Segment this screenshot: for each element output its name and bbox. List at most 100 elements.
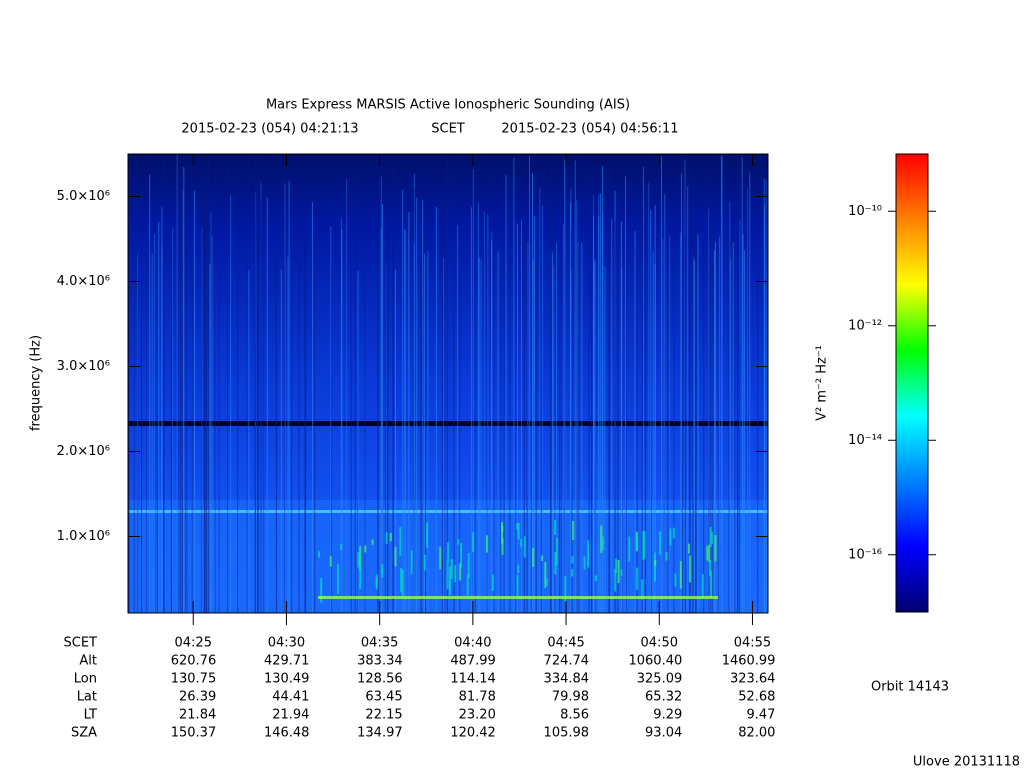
- spectrogram-texture: [526, 232, 528, 613]
- spectrogram-texture: [186, 230, 188, 614]
- spectrogram-texture: [194, 190, 196, 613]
- x-tick-label: 04:55: [734, 636, 771, 651]
- spectrogram-texture: [711, 263, 713, 613]
- spectrogram-texture: [732, 242, 734, 613]
- spectrogram-texture: [146, 254, 148, 613]
- x-tick-label: 04:50: [641, 636, 678, 651]
- table-cell: 23.20: [459, 708, 496, 723]
- spectrogram-texture: [708, 544, 711, 563]
- spectrogram-texture: [729, 201, 731, 614]
- spectrogram-texture: [404, 228, 406, 613]
- spectrogram-texture: [749, 172, 751, 614]
- spectrogram-texture: [410, 550, 413, 574]
- spectrogram-texture: [764, 204, 766, 613]
- spectrogram-texture: [206, 164, 208, 613]
- spectrogram-texture: [318, 551, 321, 558]
- spectrogram-texture: [636, 567, 639, 590]
- spectrogram-texture: [400, 567, 403, 593]
- spectrogram-texture: [574, 160, 576, 613]
- spectrogram-texture: [679, 561, 682, 589]
- spectrogram-texture: [350, 202, 352, 614]
- spectrogram-texture: [182, 190, 184, 614]
- spectrogram-texture: [664, 194, 666, 613]
- y-axis-label: frequency (Hz): [29, 335, 44, 431]
- spectrogram-texture: [260, 198, 262, 613]
- spectrogram-texture: [501, 526, 504, 533]
- spectrogram-texture: [371, 539, 374, 545]
- spectrogram-texture: [532, 547, 535, 567]
- spectrogram-texture: [531, 222, 533, 613]
- table-cell: 1460.99: [722, 654, 776, 669]
- spectrogram-texture: [593, 215, 595, 614]
- spectrogram-texture: [470, 207, 472, 613]
- spectrogram-texture: [695, 221, 697, 613]
- spectrogram-texture: [523, 536, 526, 558]
- spectrogram-texture: [466, 574, 469, 596]
- spectrogram-texture: [718, 236, 720, 613]
- spectrogram-texture: [457, 225, 459, 613]
- spectrogram-texture: [713, 250, 715, 613]
- spectrogram-texture: [650, 210, 652, 613]
- table-cell: 79.98: [552, 690, 589, 705]
- spectrogram-texture: [577, 242, 579, 614]
- spectrogram-texture: [540, 170, 542, 614]
- spectrogram-texture: [611, 219, 613, 613]
- start-time: 2015-02-23 (054) 04:21:13: [181, 122, 358, 137]
- spectrogram-texture: [408, 212, 410, 613]
- table-cell: 9.29: [653, 708, 682, 723]
- spectrogram-texture: [708, 559, 711, 577]
- spectrogram-texture: [714, 241, 716, 613]
- spectrogram-texture: [598, 215, 600, 614]
- spectrogram-texture: [386, 229, 388, 614]
- spectrogram-texture: [720, 156, 722, 614]
- spectrogram-texture: [155, 181, 157, 614]
- spectrogram-texture: [554, 520, 557, 535]
- spectrogram-texture: [641, 174, 643, 613]
- spectrogram-texture: [571, 569, 574, 577]
- spectrogram-texture: [157, 227, 159, 613]
- spectrogram-texture: [416, 197, 418, 613]
- spectrogram-texture: [158, 222, 160, 613]
- spectrogram-texture: [493, 173, 495, 613]
- spectrogram-texture: [336, 564, 339, 595]
- spectrogram-texture: [467, 552, 470, 579]
- table-cell: 8.56: [560, 708, 589, 723]
- spectrogram-texture: [615, 187, 617, 613]
- spectrogram-texture: [246, 217, 248, 614]
- spectrogram-texture: [617, 204, 619, 613]
- spectrogram-texture: [446, 560, 449, 590]
- table-cell: 429.71: [264, 654, 310, 669]
- spectrogram-texture: [680, 173, 682, 613]
- spectrogram-texture: [128, 154, 767, 614]
- spectrogram-texture: [608, 169, 610, 614]
- spectrogram-texture: [441, 200, 443, 613]
- spectrogram-texture: [576, 200, 578, 614]
- table-cell: 21.84: [179, 708, 216, 723]
- spectrogram-texture: [478, 257, 480, 613]
- spectrogram-texture: [765, 180, 767, 613]
- spectrogram-texture: [377, 195, 379, 613]
- spectrogram-texture: [399, 526, 402, 557]
- spectrogram-texture: [708, 198, 710, 613]
- spectrogram-texture: [583, 556, 586, 570]
- spectrogram-texture: [635, 536, 638, 551]
- spectrogram-texture: [544, 561, 547, 588]
- spectrogram-texture: [563, 223, 565, 613]
- table-cell: 22.15: [365, 708, 402, 723]
- spectrogram-texture: [149, 174, 151, 613]
- spectrogram-texture: [689, 160, 691, 613]
- spectrogram-texture: [359, 546, 362, 571]
- spectrogram-texture: [697, 234, 699, 613]
- spectrogram-texture: [204, 180, 206, 614]
- spectrogram-texture: [541, 205, 543, 613]
- spectrogram-texture: [413, 187, 415, 613]
- spectrogram-texture: [427, 250, 429, 614]
- spectrogram-texture: [477, 202, 479, 614]
- spectrogram-texture: [420, 225, 422, 613]
- spectrogram-texture: [634, 231, 636, 613]
- spectrogram-texture: [533, 215, 535, 613]
- spectrogram-texture: [280, 269, 282, 613]
- table-cell: 82.00: [738, 726, 775, 741]
- spectrogram-texture: [459, 543, 462, 569]
- spectrogram-texture: [237, 163, 239, 613]
